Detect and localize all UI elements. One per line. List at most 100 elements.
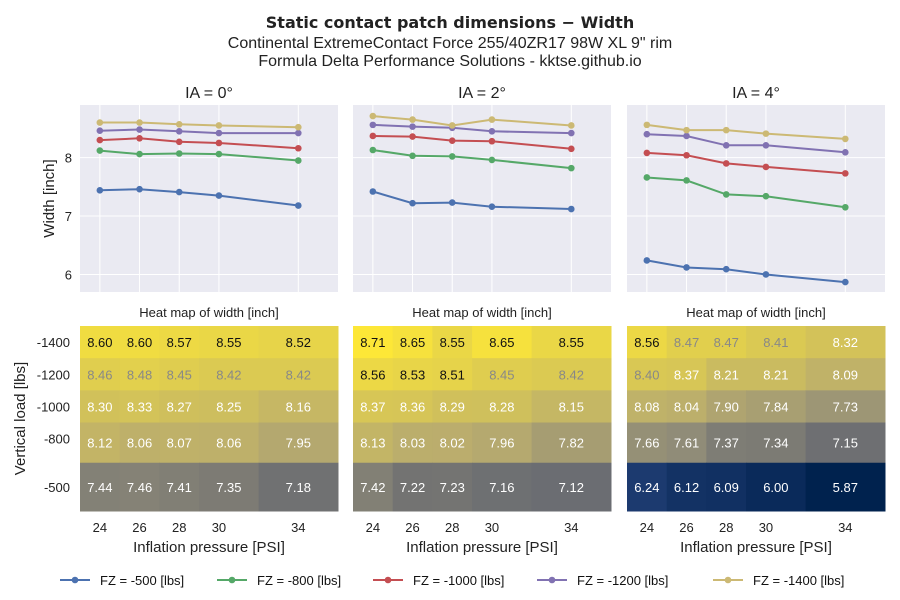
line-plot-title: IA = 0° (185, 85, 233, 102)
heatmap-cell (746, 326, 807, 359)
heatmap-cell-value: 8.60 (127, 335, 152, 350)
heatmap-cell (258, 422, 339, 464)
x-tick-label: 26 (679, 520, 693, 535)
data-point (409, 123, 416, 130)
heatmap-cell-value: 8.06 (216, 436, 241, 451)
data-point (295, 123, 302, 131)
heatmap-cell (805, 462, 886, 512)
data-point (295, 157, 302, 164)
data-point (762, 192, 770, 200)
heatmap-cell-value: 8.02 (440, 436, 465, 451)
data-point (488, 127, 496, 135)
heatmap-cell (119, 390, 160, 424)
heatmap-cell (199, 422, 260, 464)
legend-item: FZ = -800 [lbs] (217, 573, 341, 588)
data-point (175, 120, 183, 128)
heatmap-cell-value: 7.15 (833, 436, 858, 451)
data-point (96, 187, 104, 194)
heatmap-title: Heat map of width [inch] (412, 305, 551, 320)
heatmap-cell-value: 8.09 (833, 367, 858, 382)
legend-label: FZ = -800 [lbs] (257, 573, 341, 588)
x-tick-label: 34 (564, 520, 578, 535)
heatmap-cell (472, 422, 533, 464)
heatmap-cell (119, 422, 160, 464)
legend-marker (228, 576, 236, 584)
heatmap-cell-value: 8.47 (674, 335, 699, 350)
heatmap-cell (80, 462, 121, 512)
x-tick-label: 28 (172, 520, 186, 535)
x-tick-label: 28 (445, 520, 459, 535)
data-point (722, 142, 730, 149)
data-point (448, 199, 456, 206)
heatmap-cell-value: 8.12 (87, 436, 112, 451)
heatmap-cell (746, 462, 807, 512)
heatmap-cell-value: 7.22 (400, 480, 425, 495)
heatmap-cell (666, 462, 707, 512)
figure-subtitle-line-1: Continental ExtremeContact Force 255/40Z… (228, 35, 672, 52)
heatmap-cell (119, 358, 160, 391)
heatmap-cell (746, 358, 807, 391)
x-tick-label: 30 (212, 520, 226, 535)
heatmap-cell-value: 7.96 (489, 436, 514, 451)
legend-label: FZ = -1400 [lbs] (753, 573, 844, 588)
heatmap-cell-value: 8.48 (127, 367, 152, 382)
panel-2: IA = 2° Heat map of width [inch] 8.71 8.65 8… (353, 85, 612, 556)
heatmap-cell-value: 8.46 (87, 367, 112, 382)
heatmap-cell (706, 326, 747, 359)
legend-label: FZ = -1000 [lbs] (413, 573, 504, 588)
y-tick-label: -500 (44, 480, 70, 495)
y-tick-label: -1000 (37, 399, 70, 414)
data-point (488, 156, 496, 164)
data-point (369, 121, 377, 129)
heatmap-cell (353, 462, 394, 512)
data-point (369, 112, 377, 120)
data-point (842, 170, 849, 177)
heatmap-cell (746, 390, 807, 424)
heatmap-cell (432, 390, 473, 424)
data-point (369, 188, 377, 195)
heatmap-cell-value: 8.21 (763, 367, 788, 382)
data-point (295, 202, 302, 209)
heatmap-cell (258, 390, 339, 424)
legend: FZ = -500 [lbs] FZ = -800 [lbs] FZ = -1000… (60, 573, 844, 588)
data-point (215, 122, 223, 129)
data-point (568, 164, 575, 172)
line-plot-title: IA = 2° (458, 85, 506, 102)
heatmap-cell-value: 8.32 (833, 335, 858, 350)
heatmap-cell-value: 8.55 (216, 335, 241, 350)
heatmap-cell-value: 7.46 (127, 480, 152, 495)
data-point (136, 119, 143, 126)
data-point (175, 127, 183, 135)
heatmap-cell-value: 8.71 (360, 335, 385, 350)
heatmap-cell-value: 8.65 (489, 335, 514, 350)
data-point (643, 257, 651, 264)
heatmap-cell (805, 422, 886, 464)
heatmap-cell-value: 8.51 (440, 367, 465, 382)
data-point (136, 185, 143, 193)
heatmap-cell-value: 7.42 (360, 480, 385, 495)
data-point (643, 121, 651, 129)
heatmap-cell-value: 7.73 (833, 399, 858, 414)
heatmap-cell (392, 326, 433, 359)
heatmap-cell (258, 358, 339, 391)
heatmap-cell-value: 8.29 (440, 399, 465, 414)
data-point (722, 160, 730, 167)
heatmap-cell (80, 358, 121, 391)
data-point (643, 149, 651, 157)
heatmap-cell-value: 8.42 (286, 367, 311, 382)
x-tick-label: 26 (405, 520, 419, 535)
heatmap-cell (706, 462, 747, 512)
heatmap-cell-value: 5.87 (833, 480, 858, 495)
data-point (369, 132, 377, 140)
heatmap-cell (472, 390, 533, 424)
heatmap-cell-value: 7.35 (216, 480, 241, 495)
heatmap-cell (392, 422, 433, 464)
heatmap-cell-value: 7.66 (634, 436, 659, 451)
data-point (762, 130, 770, 137)
data-point (136, 126, 143, 133)
legend-item: FZ = -1000 [lbs] (373, 573, 504, 588)
heatmap-cell (432, 358, 473, 391)
heatmap-cell-value: 8.28 (489, 399, 514, 414)
data-point (175, 150, 183, 157)
heatmap-cell-value: 8.33 (127, 399, 152, 414)
